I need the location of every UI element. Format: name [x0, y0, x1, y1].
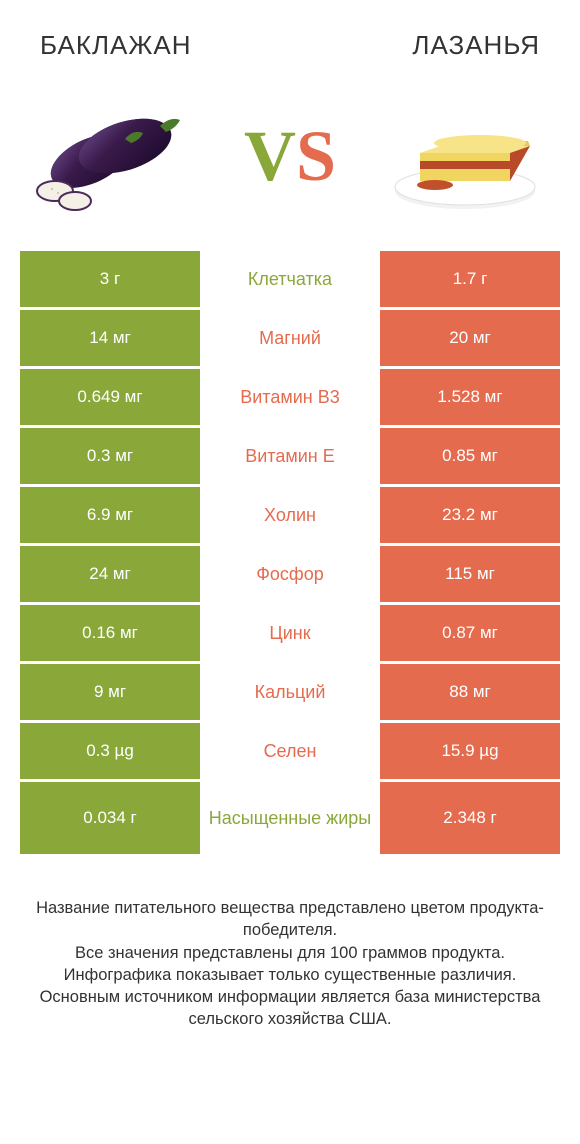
table-row: 9 мгКальций88 мг — [20, 664, 560, 720]
header: БАКЛАЖАН ЛАЗАНЬЯ — [0, 0, 580, 71]
nutrient-label: Фосфор — [200, 546, 380, 602]
left-value-cell: 0.3 µg — [20, 723, 200, 779]
nutrient-label: Магний — [200, 310, 380, 366]
nutrient-label: Клетчатка — [200, 251, 380, 307]
vs-s: S — [296, 116, 336, 196]
right-value-cell: 0.87 мг — [380, 605, 560, 661]
left-value-cell: 14 мг — [20, 310, 200, 366]
left-value-cell: 6.9 мг — [20, 487, 200, 543]
lasagna-image — [380, 91, 550, 221]
right-value-cell: 1.7 г — [380, 251, 560, 307]
vs-v: V — [244, 116, 296, 196]
left-food-title: БАКЛАЖАН — [40, 30, 192, 61]
left-value-cell: 0.3 мг — [20, 428, 200, 484]
table-row: 0.3 мгВитамин E0.85 мг — [20, 428, 560, 484]
hero-row: VS — [0, 71, 580, 251]
right-value-cell: 88 мг — [380, 664, 560, 720]
nutrient-label: Цинк — [200, 605, 380, 661]
table-row: 6.9 мгХолин23.2 мг — [20, 487, 560, 543]
left-value-cell: 0.649 мг — [20, 369, 200, 425]
table-row: 3 гКлетчатка1.7 г — [20, 251, 560, 307]
comparison-table: 3 гКлетчатка1.7 г14 мгМагний20 мг0.649 м… — [20, 251, 560, 854]
right-value-cell: 1.528 мг — [380, 369, 560, 425]
table-row: 0.3 µgСелен15.9 µg — [20, 723, 560, 779]
footer-line-2: Все значения представлены для 100 граммо… — [30, 942, 550, 964]
table-row: 0.649 мгВитамин B31.528 мг — [20, 369, 560, 425]
eggplant-image — [30, 91, 200, 221]
nutrient-label: Насыщенные жиры — [200, 782, 380, 854]
table-row: 0.16 мгЦинк0.87 мг — [20, 605, 560, 661]
right-value-cell: 2.348 г — [380, 782, 560, 854]
table-row: 14 мгМагний20 мг — [20, 310, 560, 366]
right-value-cell: 115 мг — [380, 546, 560, 602]
nutrient-label: Кальций — [200, 664, 380, 720]
right-value-cell: 0.85 мг — [380, 428, 560, 484]
left-value-cell: 3 г — [20, 251, 200, 307]
right-value-cell: 20 мг — [380, 310, 560, 366]
right-value-cell: 23.2 мг — [380, 487, 560, 543]
footer-notes: Название питательного вещества представл… — [0, 857, 580, 1031]
footer-line-1: Название питательного вещества представл… — [30, 897, 550, 942]
vs-label: VS — [244, 115, 336, 198]
table-row: 0.034 гНасыщенные жиры2.348 г — [20, 782, 560, 854]
left-value-cell: 9 мг — [20, 664, 200, 720]
right-food-title: ЛАЗАНЬЯ — [412, 30, 540, 61]
table-row: 24 мгФосфор115 мг — [20, 546, 560, 602]
nutrient-label: Витамин E — [200, 428, 380, 484]
left-value-cell: 24 мг — [20, 546, 200, 602]
nutrient-label: Витамин B3 — [200, 369, 380, 425]
left-value-cell: 0.034 г — [20, 782, 200, 854]
right-value-cell: 15.9 µg — [380, 723, 560, 779]
nutrient-label: Холин — [200, 487, 380, 543]
footer-line-4: Основным источником информации является … — [30, 986, 550, 1031]
nutrient-label: Селен — [200, 723, 380, 779]
footer-line-3: Инфографика показывает только существенн… — [30, 964, 550, 986]
left-value-cell: 0.16 мг — [20, 605, 200, 661]
